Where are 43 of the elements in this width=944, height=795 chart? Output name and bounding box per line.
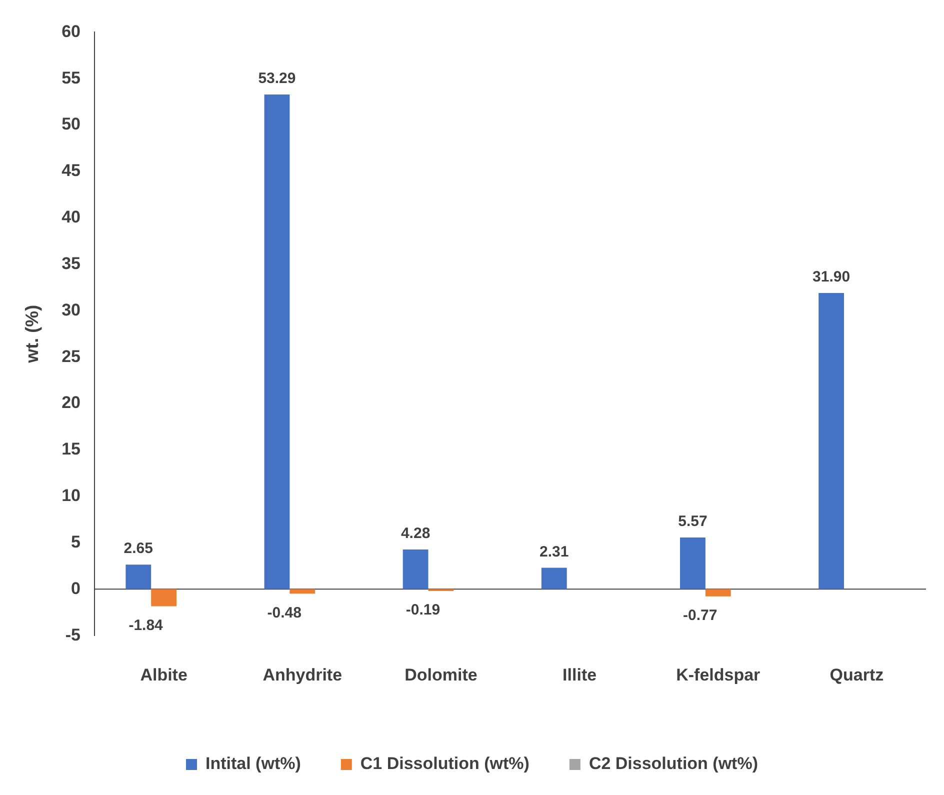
bar	[126, 564, 152, 590]
bar	[680, 537, 706, 590]
data-label: 2.65	[124, 540, 153, 558]
y-tick-label: 35	[62, 254, 81, 273]
bar	[264, 94, 290, 590]
x-tick-label: Illite	[562, 665, 597, 684]
y-tick-label: -5	[65, 625, 81, 644]
bar	[151, 589, 177, 606]
bar	[290, 589, 316, 594]
data-label: 4.28	[400, 525, 430, 542]
bar	[402, 549, 428, 590]
data-label: 2.31	[540, 543, 569, 560]
data-label: 31.90	[812, 268, 850, 286]
y-axis-title: wt. (%)	[22, 304, 42, 364]
bar	[818, 293, 844, 590]
y-tick-label: 30	[62, 300, 81, 320]
y-tick-label: 55	[62, 68, 81, 88]
x-tick-label: Albite	[140, 665, 188, 684]
y-tick-label: 50	[62, 114, 81, 134]
data-label: 53.29	[258, 70, 296, 88]
y-tick-label: 0	[71, 578, 81, 598]
y-tick-label: 60	[62, 22, 81, 41]
bar	[541, 568, 567, 590]
x-tick-label: Quartz	[830, 665, 884, 684]
data-label: -0.77	[683, 606, 718, 624]
x-tick-label: Anhydrite	[262, 665, 342, 684]
y-tick-label: 45	[62, 161, 81, 180]
y-tick-label: 20	[62, 393, 81, 412]
data-label: -1.84	[128, 616, 164, 634]
y-tick-label: 40	[62, 208, 81, 227]
y-tick-label: 10	[62, 486, 81, 506]
legend-label: C2 Dissolution (wt%)	[588, 754, 758, 774]
legend-label: C1 Dissolution (wt%)	[360, 754, 530, 774]
data-label: -0.19	[406, 602, 440, 619]
bar	[705, 589, 731, 596]
x-tick-label: K-feldspar	[676, 665, 761, 684]
y-tick-label: 15	[62, 440, 81, 459]
data-label: -0.48	[267, 604, 302, 622]
data-label: 5.57	[678, 513, 708, 530]
y-tick-label: 5	[71, 532, 81, 552]
legend-label: Intital (wt%)	[206, 754, 301, 774]
x-tick-label: Dolomite	[404, 665, 478, 684]
y-tick-label: 25	[62, 346, 81, 366]
